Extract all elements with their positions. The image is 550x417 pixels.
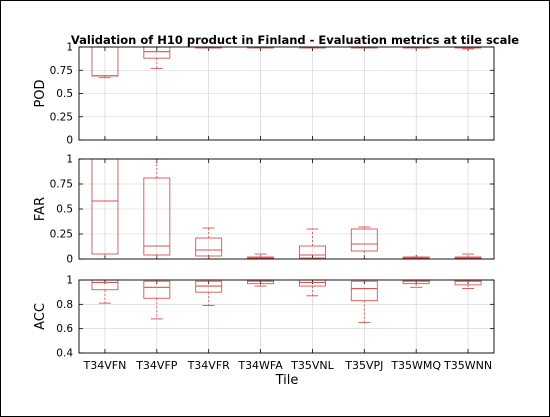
y-tick-label: 0.6 xyxy=(56,323,73,335)
y-tick-label: 0.5 xyxy=(56,204,73,216)
y-axis-label-pod: POD xyxy=(33,79,48,107)
x-tick-label: T35VNL xyxy=(290,359,334,372)
y-tick-label: 0.25 xyxy=(50,229,73,241)
x-tick-label: T34VFR xyxy=(187,359,231,372)
x-tick-label: T35WNN xyxy=(443,359,492,372)
box-iqr xyxy=(195,237,223,257)
y-tick-label: 1 xyxy=(66,275,73,287)
box-iqr xyxy=(298,245,326,259)
panel-acc: 0.4 0.6 0.8 1 ACC xyxy=(33,275,495,360)
x-tick-label: T34WFA xyxy=(237,359,283,372)
axes-frame xyxy=(78,158,495,260)
panels-group: 00.250.50.751POD00.250.50.751FAR0.40.60.… xyxy=(33,42,495,372)
axes-frame xyxy=(78,279,495,354)
panel-pod: 0 0.25 0.5 0.75 1 POD xyxy=(33,42,495,147)
y-tick-label: 1 xyxy=(66,154,73,166)
y-tick-label: 0 xyxy=(66,135,73,147)
box-iqr xyxy=(143,177,171,256)
axes-frame xyxy=(78,46,495,141)
y-tick-label: 0.5 xyxy=(56,88,73,100)
x-tick-label: T34VFP xyxy=(135,359,178,372)
box-iqr xyxy=(350,280,378,302)
y-tick-label: 1 xyxy=(66,42,73,54)
y-tick-label: 0.75 xyxy=(50,179,73,191)
y-axis-label-acc: ACC xyxy=(33,303,48,330)
box-iqr xyxy=(195,280,223,293)
y-axis-label-far: FAR xyxy=(33,197,48,221)
y-tick-label: 0.75 xyxy=(50,65,73,77)
panel-far: 0 0.25 0.5 0.75 1 FAR xyxy=(33,154,495,266)
y-tick-label: 0.8 xyxy=(56,299,73,311)
x-tick-label: T35WMQ xyxy=(390,359,441,372)
y-tick-label: 0.25 xyxy=(50,111,73,123)
x-tick-label: T35VPJ xyxy=(344,359,383,372)
y-tick-label: 0.4 xyxy=(56,348,73,360)
y-tick-label: 0 xyxy=(66,254,73,266)
x-axis-label: Tile xyxy=(275,373,299,388)
box-iqr xyxy=(143,280,171,299)
x-tick-label: T34VFN xyxy=(83,359,127,372)
plot-area xyxy=(79,280,494,353)
chart-title: Validation of H10 product in Finland - E… xyxy=(71,33,519,47)
box-iqr xyxy=(350,228,378,252)
